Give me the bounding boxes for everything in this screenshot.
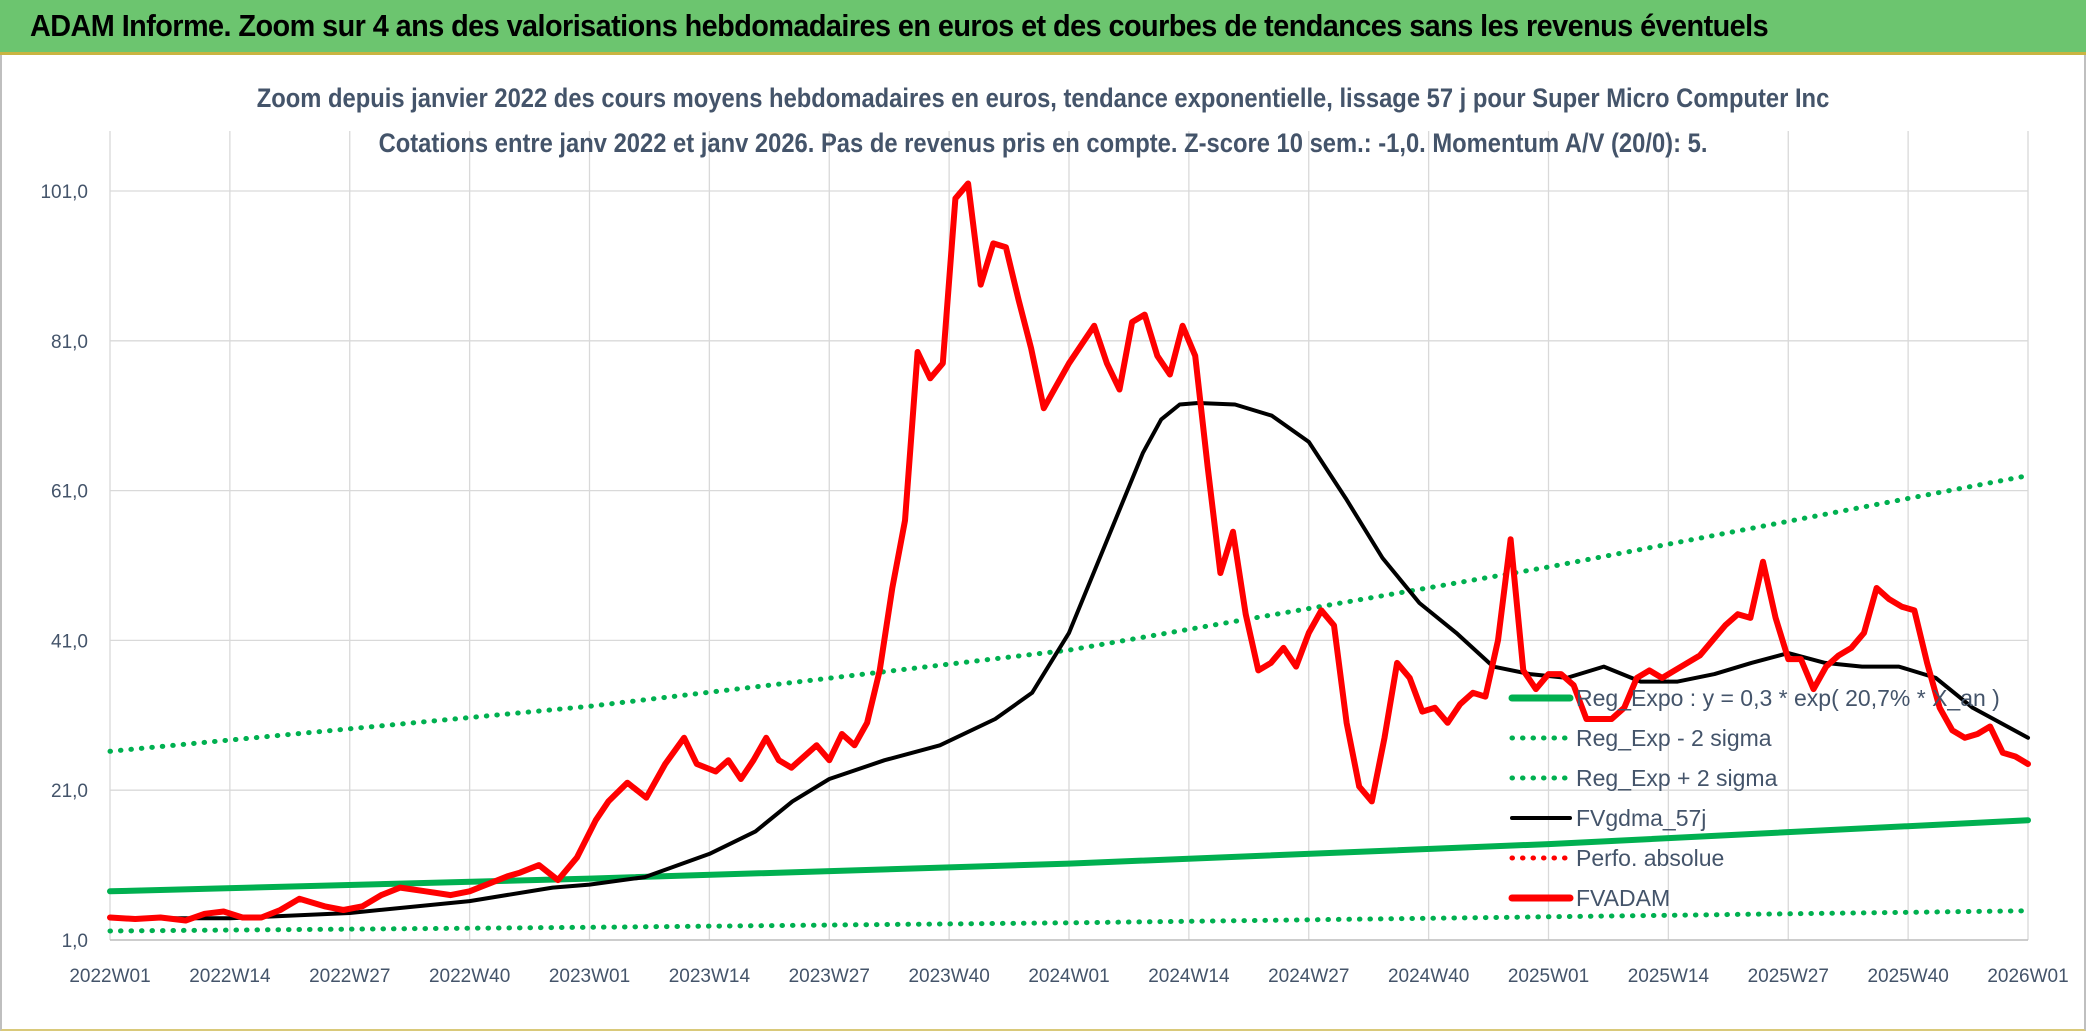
x-tick-label: 2025W40: [1867, 966, 1948, 987]
chart-legend: Reg_Expo : y = 0,3 * exp( 20,7% * X_an )…: [1508, 685, 2000, 911]
legend-label: Reg_Expo : y = 0,3 * exp( 20,7% * X_an ): [1576, 685, 2000, 711]
x-tick-label: 2024W27: [1268, 966, 1349, 987]
y-axis-ticks: 1,0 21,0 41,0 61,0 81,0 101,0: [40, 182, 88, 952]
x-tick-label: 2023W27: [789, 966, 870, 987]
x-tick-label: 2024W40: [1388, 966, 1469, 987]
x-tick-label: 2025W01: [1508, 966, 1589, 987]
x-tick-label: 2022W27: [309, 966, 390, 987]
x-tick-label: 2022W01: [69, 966, 150, 987]
x-tick-label: 2023W01: [549, 966, 630, 987]
y-tick-label: 101,0: [40, 182, 88, 203]
series-layer: [107, 180, 2031, 934]
legend-label: Reg_Exp - 2 sigma: [1576, 725, 1772, 751]
chart-subtitle: Cotations entre janv 2022 et janv 2026. …: [378, 128, 1708, 158]
x-tick-label: 2024W14: [1148, 966, 1230, 987]
x-tick-label: 2022W14: [189, 966, 271, 987]
legend-label: Reg_Exp + 2 sigma: [1576, 765, 1778, 791]
chart-frame: [0, 55, 2086, 1031]
x-tick-label: 2022W40: [429, 966, 510, 987]
x-tick-label: 2025W14: [1628, 966, 1710, 987]
y-tick-label: 41,0: [51, 631, 88, 652]
x-tick-label: 2023W14: [669, 966, 751, 987]
x-tick-label: 2024W01: [1028, 966, 1109, 987]
x-axis-ticks: 2022W01 2022W14 2022W27 2022W40 2023W01 2023W…: [69, 966, 2068, 987]
series-line-reg-exp-2-sigma: [107, 908, 2031, 934]
y-tick-label: 61,0: [51, 482, 88, 503]
x-tick-label: 2026W01: [1987, 966, 2068, 987]
series-line-fvadam: [107, 180, 2031, 924]
legend-label: Perfo. absolue: [1576, 845, 1724, 871]
x-tick-label: 2023W40: [908, 966, 989, 987]
series-line-reg-expo-y-0-3-exp-20-7-x-an: [107, 817, 2031, 895]
x-tick-label: 2025W27: [1748, 966, 1829, 987]
y-tick-label: 1,0: [62, 931, 88, 952]
legend-label: FVADAM: [1576, 885, 1670, 911]
chart-title: Zoom depuis janvier 2022 des cours moyen…: [256, 83, 1830, 113]
series-line-fvgdma-57j: [108, 401, 2030, 921]
report-banner: ADAM Informe. Zoom sur 4 ans des valoris…: [0, 0, 2086, 55]
y-tick-label: 21,0: [51, 781, 88, 802]
y-tick-label: 81,0: [51, 332, 88, 353]
legend-label: FVgdma_57j: [1576, 805, 1706, 831]
series-line-reg-exp-2-sigma: [107, 473, 2031, 754]
chart-grid: [109, 131, 2029, 941]
report-title: ADAM Informe. Zoom sur 4 ans des valoris…: [30, 8, 1769, 43]
